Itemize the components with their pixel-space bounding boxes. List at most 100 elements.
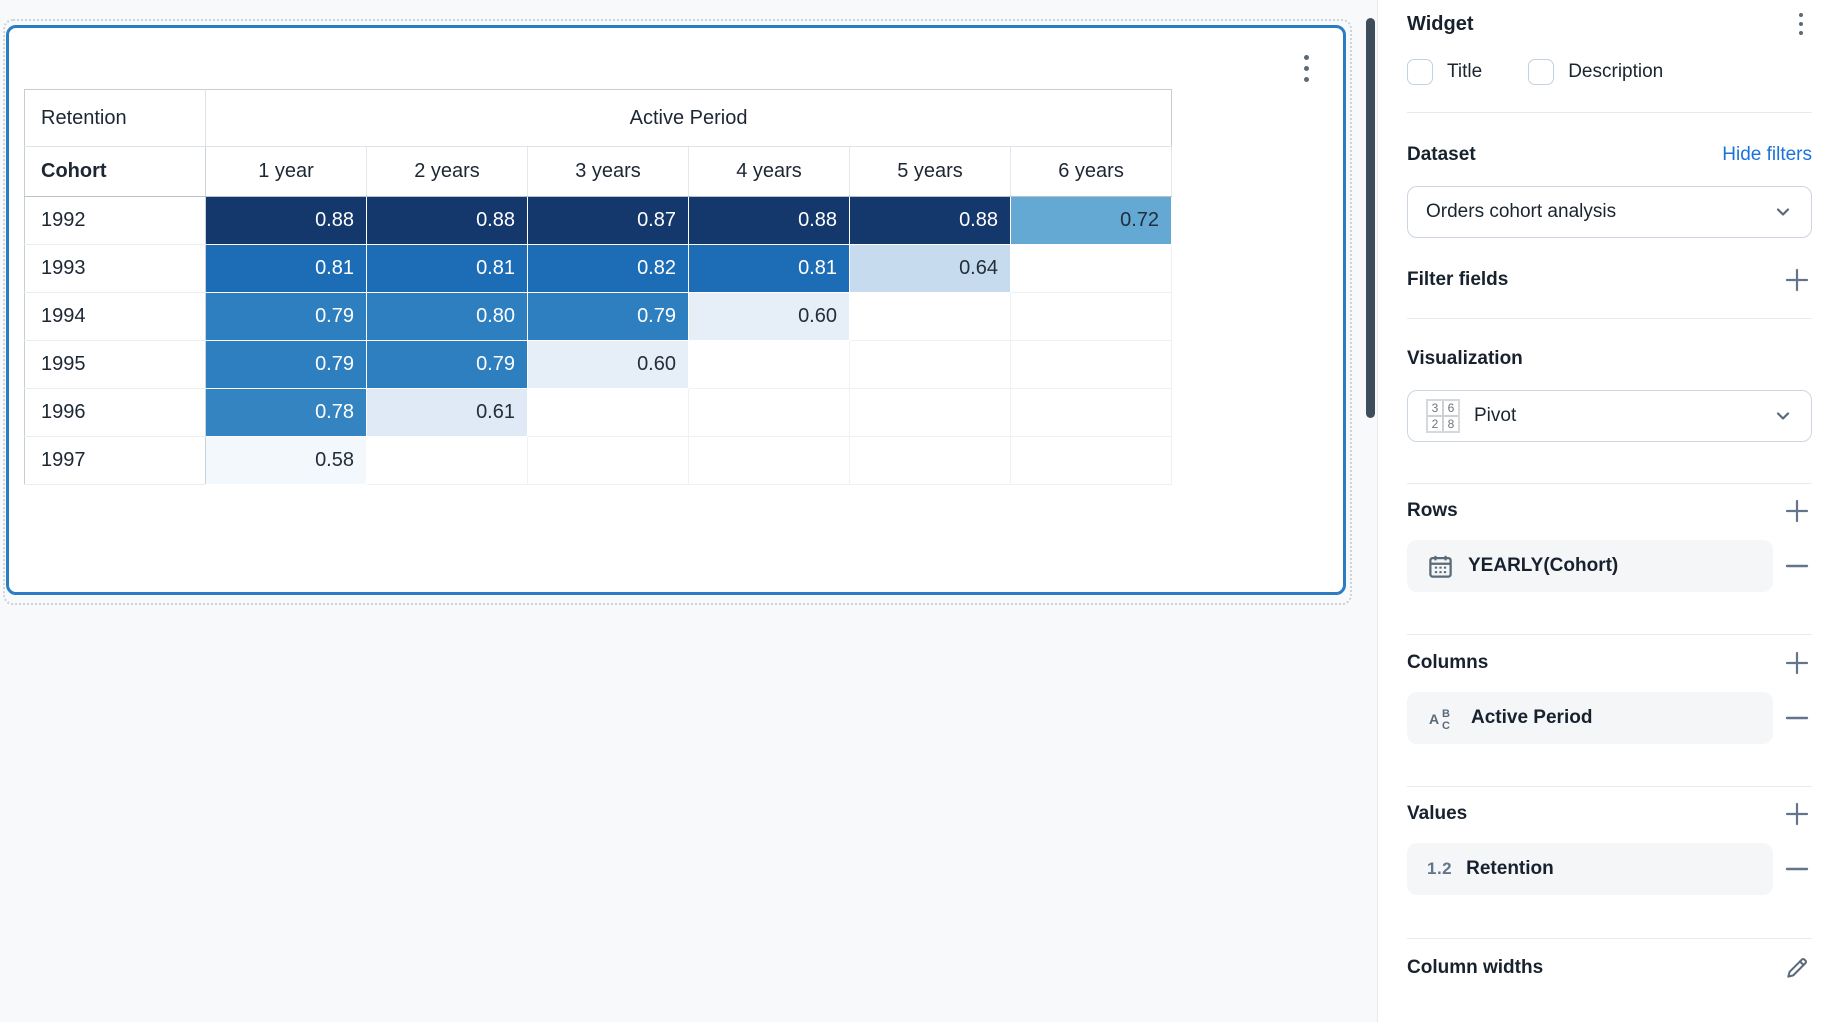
pivot-header-row: Cohort 1 year 2 years 3 years 4 years 5 year… bbox=[24, 146, 1173, 197]
pivot-cell-empty bbox=[849, 436, 1011, 485]
numeric-field-icon: 1.2 bbox=[1427, 859, 1453, 878]
dataset-select[interactable]: Orders cohort analysis bbox=[1407, 186, 1812, 238]
description-checkbox-label: Description bbox=[1568, 61, 1664, 82]
edit-column-widths-pencil-icon[interactable] bbox=[1782, 953, 1812, 983]
hide-filters-link[interactable]: Hide filters bbox=[1722, 144, 1812, 165]
divider bbox=[1407, 634, 1812, 635]
chevron-down-icon bbox=[1773, 202, 1793, 222]
pivot-cell-empty bbox=[688, 340, 850, 389]
pivot-cell: 0.88 bbox=[849, 196, 1011, 245]
pivot-cell: 0.79 bbox=[205, 292, 367, 341]
text-abc-icon: A B C bbox=[1427, 705, 1457, 732]
pivot-row-label: 1994 bbox=[24, 292, 206, 341]
pivot-column-header: 1 year bbox=[205, 146, 367, 197]
column-widths-heading: Column widths bbox=[1407, 957, 1544, 978]
pivot-cell: 0.88 bbox=[688, 196, 850, 245]
pivot-cell-empty bbox=[1010, 340, 1173, 389]
visualization-heading: Visualization bbox=[1407, 348, 1523, 369]
pivot-row-dimension-label: Cohort bbox=[24, 146, 206, 197]
title-checkbox[interactable] bbox=[1407, 59, 1433, 85]
pivot-column-group-label: Active Period bbox=[205, 89, 1172, 147]
pivot-row: 1996 0.78 0.61 bbox=[24, 388, 1173, 437]
panel-menu-kebab-icon[interactable] bbox=[1790, 7, 1812, 41]
add-column-field-plus-icon[interactable] bbox=[1782, 648, 1812, 678]
pivot-cell: 0.81 bbox=[366, 244, 528, 293]
pivot-row: 1995 0.79 0.79 0.60 bbox=[24, 340, 1173, 389]
values-field-pill[interactable]: 1.2 Retention bbox=[1407, 843, 1773, 895]
calendar-icon bbox=[1427, 553, 1454, 580]
widget-settings-panel: Widget Title Description Dataset Hide fi… bbox=[1377, 0, 1836, 1022]
svg-text:B: B bbox=[1442, 708, 1450, 720]
remove-value-field-minus-icon[interactable] bbox=[1782, 854, 1812, 884]
pivot-row: 1993 0.81 0.81 0.82 0.81 0.64 bbox=[24, 244, 1173, 293]
pivot-table: Retention Active Period Cohort 1 year 2 y… bbox=[24, 89, 1173, 485]
pivot-cell: 0.60 bbox=[527, 340, 689, 389]
pivot-cell-empty bbox=[366, 436, 528, 485]
divider bbox=[1407, 318, 1812, 319]
pivot-cell-empty bbox=[849, 292, 1011, 341]
widget-menu-kebab-icon[interactable] bbox=[1293, 48, 1319, 88]
pivot-cell-empty bbox=[527, 388, 689, 437]
rows-field-label: YEARLY(Cohort) bbox=[1468, 555, 1619, 576]
dataset-selected-value: Orders cohort analysis bbox=[1426, 201, 1617, 222]
remove-column-field-minus-icon[interactable] bbox=[1782, 703, 1812, 733]
pivot-cell: 0.81 bbox=[688, 244, 850, 293]
pivot-cell-empty bbox=[1010, 388, 1173, 437]
add-row-field-plus-icon[interactable] bbox=[1782, 496, 1812, 526]
add-filter-field-plus-icon[interactable] bbox=[1782, 265, 1812, 295]
canvas-scrollbar-thumb[interactable] bbox=[1366, 18, 1375, 418]
pivot-column-header: 5 years bbox=[849, 146, 1011, 197]
rows-field-pill[interactable]: YEARLY(Cohort) bbox=[1407, 540, 1773, 592]
pivot-row-label: 1996 bbox=[24, 388, 206, 437]
pivot-cell-empty bbox=[688, 436, 850, 485]
pivot-cell: 0.61 bbox=[366, 388, 528, 437]
pivot-cell: 0.60 bbox=[688, 292, 850, 341]
rows-heading: Rows bbox=[1407, 500, 1458, 521]
pivot-cell-empty bbox=[527, 436, 689, 485]
divider bbox=[1407, 112, 1812, 113]
pivot-measure-label: Retention bbox=[24, 89, 206, 147]
widget-card[interactable]: Retention Active Period Cohort 1 year 2 y… bbox=[6, 25, 1346, 595]
pivot-cell: 0.88 bbox=[205, 196, 367, 245]
pivot-cell: 0.78 bbox=[205, 388, 367, 437]
columns-heading: Columns bbox=[1407, 652, 1489, 673]
description-checkbox[interactable] bbox=[1528, 59, 1555, 85]
pivot-cell-empty bbox=[1010, 436, 1173, 485]
add-value-field-plus-icon[interactable] bbox=[1782, 799, 1812, 829]
pivot-cell: 0.79 bbox=[205, 340, 367, 389]
divider bbox=[1407, 483, 1812, 484]
pivot-cell: 0.88 bbox=[366, 196, 528, 245]
pivot-row-label: 1993 bbox=[24, 244, 206, 293]
values-heading: Values bbox=[1407, 803, 1468, 824]
svg-text:A: A bbox=[1429, 711, 1439, 727]
divider bbox=[1407, 786, 1812, 787]
pivot-cell: 0.72 bbox=[1010, 196, 1173, 245]
title-checkbox-label: Title bbox=[1447, 61, 1483, 82]
pivot-cell: 0.79 bbox=[527, 292, 689, 341]
pivot-cell: 0.81 bbox=[205, 244, 367, 293]
pivot-cell: 0.82 bbox=[527, 244, 689, 293]
pivot-cell: 0.87 bbox=[527, 196, 689, 245]
visualization-selected-value: Pivot bbox=[1474, 405, 1517, 426]
pivot-row: 1994 0.79 0.80 0.79 0.60 bbox=[24, 292, 1173, 341]
pivot-column-header: 3 years bbox=[527, 146, 689, 197]
remove-row-field-minus-icon[interactable] bbox=[1782, 551, 1812, 581]
pivot-group-header-row: Retention Active Period bbox=[24, 89, 1172, 147]
pivot-cell: 0.79 bbox=[366, 340, 528, 389]
pivot-cell: 0.64 bbox=[849, 244, 1011, 293]
filter-fields-heading: Filter fields bbox=[1407, 269, 1509, 290]
pivot-row-label: 1997 bbox=[24, 436, 206, 485]
pivot-cell-empty bbox=[849, 340, 1011, 389]
pivot-column-header: 6 years bbox=[1010, 146, 1173, 197]
pivot-row-label: 1995 bbox=[24, 340, 206, 389]
pivot-cell-empty bbox=[688, 388, 850, 437]
chevron-down-icon bbox=[1773, 406, 1793, 426]
pivot-row: 1997 0.58 bbox=[24, 436, 1173, 485]
pivot-cell: 0.58 bbox=[205, 436, 367, 485]
divider bbox=[1407, 938, 1812, 939]
columns-field-pill[interactable]: A B C Active Period bbox=[1407, 692, 1773, 744]
dataset-heading: Dataset bbox=[1407, 144, 1476, 165]
columns-field-label: Active Period bbox=[1471, 707, 1593, 728]
